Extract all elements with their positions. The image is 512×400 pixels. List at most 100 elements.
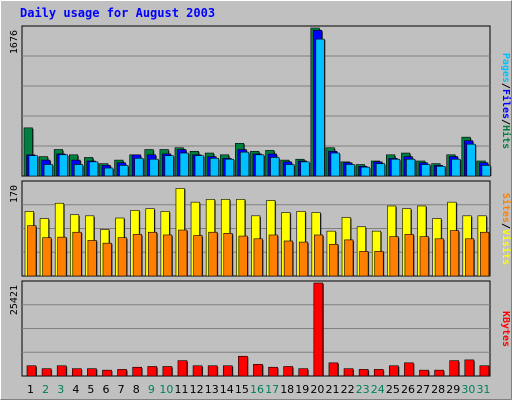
bar-pages-day-16 bbox=[255, 154, 265, 177]
bar-pages-day-12 bbox=[194, 155, 204, 177]
bar-kbytes-day-14 bbox=[222, 365, 233, 377]
bar-pages-day-28 bbox=[436, 165, 446, 177]
bar-kbytes-day-29 bbox=[449, 360, 460, 377]
bar-kbytes-day-20 bbox=[313, 282, 324, 377]
bar-pages-day-7 bbox=[119, 165, 129, 177]
bar-kbytes-day-31 bbox=[479, 365, 490, 377]
legend-entry: Pages bbox=[500, 53, 511, 83]
x-tick-label: 11 bbox=[175, 383, 189, 396]
x-tick-label: 28 bbox=[431, 383, 445, 396]
x-tick-label: 9 bbox=[148, 383, 155, 396]
bar-pages-day-3 bbox=[58, 154, 68, 177]
bar-kbytes-day-1 bbox=[26, 365, 37, 377]
bar-kbytes-day-25 bbox=[389, 365, 399, 377]
bar-pages-day-20 bbox=[315, 38, 325, 177]
x-tick-label: 30 bbox=[461, 383, 475, 396]
bar-pages-day-11 bbox=[179, 152, 189, 177]
legend-entry: KBytes bbox=[500, 311, 511, 347]
bar-pages-day-8 bbox=[134, 158, 144, 177]
x-tick-label: 29 bbox=[446, 383, 460, 396]
bar-sites-day-18 bbox=[283, 240, 293, 277]
bar-sites-day-5 bbox=[87, 240, 97, 277]
bar-kbytes-day-2 bbox=[41, 368, 52, 377]
y-max-label: 25421 bbox=[9, 285, 20, 315]
bar-sites-day-16 bbox=[253, 238, 263, 277]
series-pages bbox=[28, 38, 492, 177]
bar-sites-day-14 bbox=[223, 233, 233, 277]
bar-pages-day-30 bbox=[466, 143, 476, 177]
x-tick-label: 1 bbox=[27, 383, 34, 396]
x-tick-label: 2 bbox=[42, 383, 49, 396]
x-tick-label: 6 bbox=[103, 383, 110, 396]
x-tick-label: 5 bbox=[87, 383, 94, 396]
bar-kbytes-day-19 bbox=[298, 368, 309, 377]
legend-entry: Files bbox=[500, 89, 512, 119]
bar-sites-day-6 bbox=[102, 242, 112, 277]
bar-pages-day-18 bbox=[285, 164, 295, 177]
bar-kbytes-day-21 bbox=[328, 362, 339, 377]
bar-sites-day-25 bbox=[389, 236, 399, 277]
panel-legend: Sites/Visits bbox=[500, 193, 512, 265]
bar-pages-day-1 bbox=[28, 155, 38, 177]
bar-sites-day-12 bbox=[193, 235, 203, 277]
bar-sites-day-28 bbox=[434, 238, 444, 277]
bar-kbytes-day-3 bbox=[56, 365, 67, 377]
x-tick-label: 4 bbox=[72, 383, 79, 396]
panel-legend: Pages/Files/Hits bbox=[500, 53, 512, 149]
bar-sites-day-29 bbox=[449, 230, 460, 277]
bar-kbytes-day-28 bbox=[434, 369, 444, 377]
legend-entry: / bbox=[500, 83, 511, 89]
panel-kbytes: 25421 KBytes bbox=[9, 280, 511, 377]
x-tick-label: 27 bbox=[416, 383, 430, 396]
bar-sites-day-30 bbox=[465, 238, 475, 277]
bar-sites-day-3 bbox=[57, 236, 67, 277]
legend-entry: / bbox=[500, 223, 511, 229]
legend-entry: Visits bbox=[500, 229, 512, 265]
bar-kbytes-day-5 bbox=[87, 368, 97, 377]
bar-kbytes-day-6 bbox=[102, 369, 112, 377]
bar-pages-day-9 bbox=[149, 158, 159, 177]
bar-sites-day-19 bbox=[298, 241, 309, 277]
x-tick-label: 15 bbox=[235, 383, 249, 396]
bar-pages-day-19 bbox=[300, 161, 310, 177]
bar-kbytes-day-12 bbox=[192, 365, 203, 377]
bar-pages-day-24 bbox=[375, 163, 386, 177]
x-tick-label: 23 bbox=[356, 383, 370, 396]
x-tick-label: 14 bbox=[220, 383, 234, 396]
chart-title: Daily usage for August 2003 bbox=[20, 6, 215, 20]
x-tick-label: 31 bbox=[476, 383, 490, 396]
bar-sites-day-7 bbox=[117, 237, 127, 277]
bar-sites-day-31 bbox=[480, 231, 490, 277]
x-tick-label: 24 bbox=[371, 383, 385, 396]
panel-legend: KBytes bbox=[500, 311, 511, 347]
series-kbytes bbox=[26, 282, 490, 377]
y-max-label: 170 bbox=[9, 185, 20, 203]
bar-pages-day-31 bbox=[481, 165, 491, 177]
bar-kbytes-day-26 bbox=[404, 362, 414, 377]
bar-sites-day-9 bbox=[147, 231, 158, 277]
bar-sites-day-24 bbox=[374, 251, 384, 277]
bar-kbytes-day-22 bbox=[343, 368, 354, 377]
bar-kbytes-day-11 bbox=[177, 360, 188, 377]
x-tick-label: 26 bbox=[401, 383, 415, 396]
bar-kbytes-day-7 bbox=[117, 369, 127, 377]
bar-kbytes-day-17 bbox=[268, 366, 278, 377]
bar-pages-day-14 bbox=[224, 158, 235, 177]
y-max-label: 1676 bbox=[9, 30, 20, 54]
legend-entry: Hits bbox=[500, 125, 512, 149]
bar-sites-day-8 bbox=[132, 234, 142, 277]
bar-pages-day-26 bbox=[406, 158, 416, 177]
bar-kbytes-day-18 bbox=[283, 366, 293, 377]
bar-kbytes-day-4 bbox=[71, 368, 82, 377]
bar-kbytes-day-23 bbox=[358, 369, 369, 377]
bar-kbytes-day-16 bbox=[253, 363, 263, 377]
bar-sites-day-17 bbox=[268, 234, 278, 277]
x-tick-label: 25 bbox=[386, 383, 400, 396]
bar-sites-day-10 bbox=[163, 234, 173, 277]
bar-pages-day-21 bbox=[330, 152, 340, 177]
x-tick-label: 17 bbox=[265, 383, 279, 396]
bar-sites-day-2 bbox=[42, 237, 52, 277]
